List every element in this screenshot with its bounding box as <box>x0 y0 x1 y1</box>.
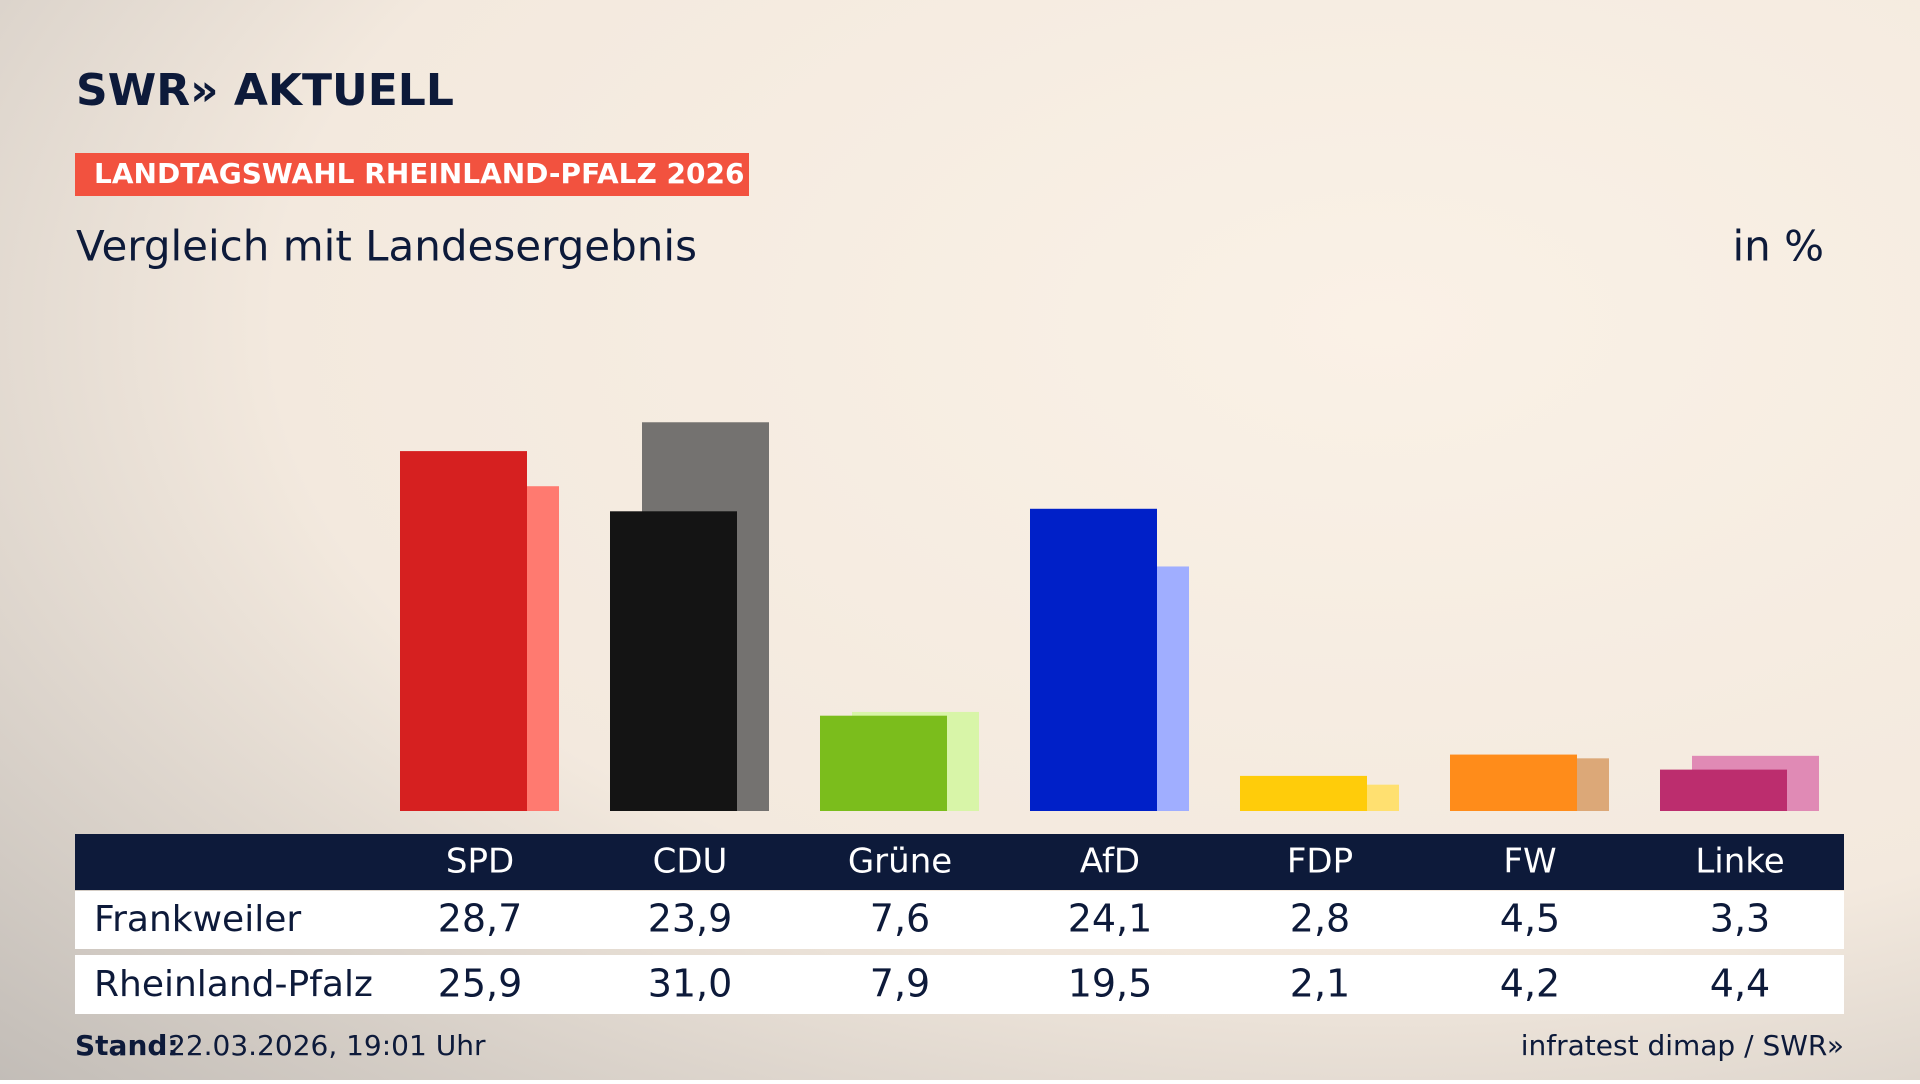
value-label: 31,0 <box>648 962 733 1006</box>
series-name: Rheinland-Pfalz <box>94 964 373 1005</box>
footer-label: Stand: <box>75 1029 179 1062</box>
value-label: 7,9 <box>870 962 930 1006</box>
source: infratest dimap / SWR» <box>1521 1029 1844 1062</box>
table-row <box>75 955 1844 1014</box>
value-label: 3,3 <box>1710 897 1770 941</box>
value-label: 7,6 <box>870 897 930 941</box>
value-label: 24,1 <box>1068 897 1153 941</box>
bar <box>1660 769 1787 811</box>
bar <box>1450 754 1577 811</box>
value-label: 25,9 <box>438 962 523 1006</box>
bars <box>400 422 1819 811</box>
category-label: Linke <box>1695 842 1784 882</box>
value-label: 4,5 <box>1500 897 1560 941</box>
chart-title: Vergleich mit Landesergebnis <box>76 222 697 271</box>
category-label: CDU <box>653 842 728 882</box>
bar <box>1030 508 1157 811</box>
table-header <box>75 834 1844 890</box>
category-label: FW <box>1503 842 1556 882</box>
category-label: AfD <box>1080 842 1140 882</box>
kicker: LANDTAGSWAHL RHEINLAND-PFALZ 2026 <box>94 157 744 190</box>
value-label: 2,8 <box>1290 897 1350 941</box>
category-label: Grüne <box>848 842 952 882</box>
value-label: 4,4 <box>1710 962 1770 1006</box>
series-name: Frankweiler <box>94 899 301 940</box>
bar <box>400 451 527 811</box>
value-label: 28,7 <box>438 897 523 941</box>
category-label: FDP <box>1287 842 1353 882</box>
value-label: 23,9 <box>648 897 733 941</box>
bar <box>820 715 947 811</box>
bar <box>610 511 737 811</box>
table: SPD 28,7 25,9 CDU 23,9 31,0 Grüne 7,6 7,9 AfD 24,1… <box>94 842 1785 1006</box>
unit: in % <box>1732 222 1824 271</box>
category-label: SPD <box>446 842 514 882</box>
value-label: 2,1 <box>1290 962 1350 1006</box>
kicker-box <box>75 153 749 196</box>
brand: SWR» AKTUELL <box>76 65 454 116</box>
value-label: 4,2 <box>1500 962 1560 1006</box>
table-row <box>75 891 1844 949</box>
bar <box>1240 775 1367 811</box>
footer-date: 22.03.2026, 19:01 Uhr <box>168 1029 486 1062</box>
value-label: 19,5 <box>1068 962 1153 1006</box>
